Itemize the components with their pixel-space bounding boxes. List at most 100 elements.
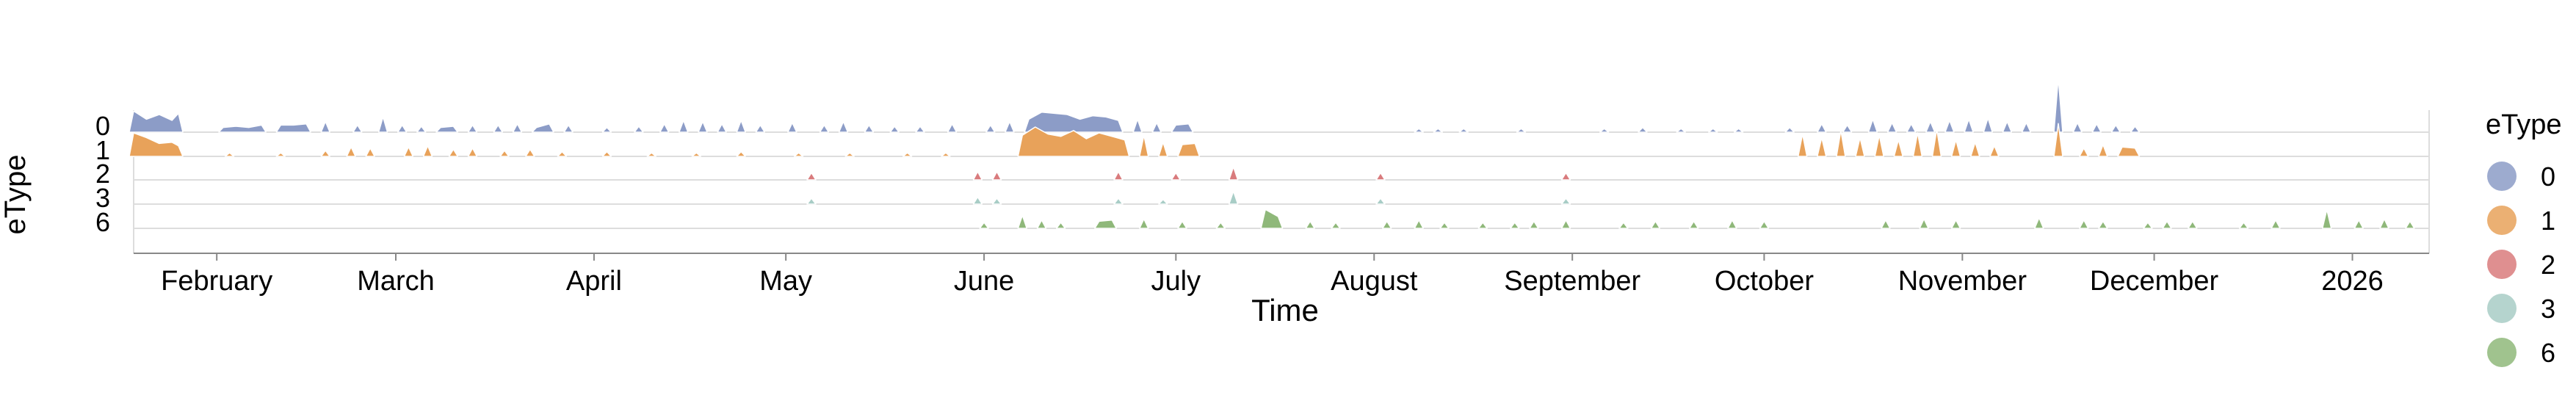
area-6-35 <box>2354 220 2364 229</box>
area-0-39 <box>1599 128 1610 133</box>
area-0-14 <box>601 126 612 133</box>
area-1-12 <box>557 151 568 157</box>
area-6-28 <box>2098 220 2108 229</box>
area-1-2 <box>275 152 286 157</box>
area-6-8 <box>1260 209 1284 229</box>
x-tick-label-november: November <box>1898 266 2027 297</box>
y-tick-label-1: 1 <box>95 135 110 165</box>
area-6-9 <box>1305 220 1315 229</box>
area-0-15 <box>634 126 644 133</box>
area-1-19 <box>902 152 913 157</box>
area-1-32 <box>1931 128 1942 157</box>
grid-layer <box>133 110 2430 253</box>
area-6-23 <box>1881 220 1891 229</box>
area-0-52 <box>1964 118 1974 133</box>
x-tick-label-june: June <box>954 266 1014 297</box>
area-0-19 <box>717 123 727 133</box>
area-0-25 <box>864 124 875 133</box>
legend-swatch-1 <box>2487 206 2517 235</box>
area-1-22 <box>1139 134 1149 157</box>
area-6-25 <box>1950 220 1961 229</box>
area-0-17 <box>679 120 689 133</box>
area-0-21 <box>755 124 766 133</box>
legend-swatch-0 <box>2487 162 2517 191</box>
area-1-8 <box>448 148 459 157</box>
legend-label-2: 2 <box>2541 250 2555 280</box>
area-0-48 <box>1886 122 1897 133</box>
area-0-38 <box>1516 128 1527 133</box>
area-1-17 <box>793 152 804 157</box>
area-6-15 <box>1510 222 1520 229</box>
area-1-31 <box>1912 132 1923 157</box>
area-3-0 <box>806 198 817 205</box>
area-1-13 <box>601 151 612 157</box>
area-3-4 <box>1158 198 1168 205</box>
area-1-15 <box>691 152 702 157</box>
area-1-37 <box>2079 148 2089 157</box>
area-1-7 <box>422 145 433 157</box>
area-0-24 <box>838 120 849 133</box>
area-6-2 <box>1036 220 1047 229</box>
area-0-11 <box>512 123 523 133</box>
area-0-37 <box>1458 128 1469 133</box>
series-1 <box>129 123 2141 157</box>
area-1-38 <box>2098 144 2108 157</box>
area-0-36 <box>1433 128 1444 133</box>
area-1-0 <box>129 132 184 157</box>
area-0-55 <box>2021 122 2032 133</box>
area-1-11 <box>525 148 535 157</box>
area-0-2 <box>275 123 311 133</box>
area-0-46 <box>1842 124 1853 133</box>
area-0-27 <box>915 126 925 133</box>
y-tick-label-2: 2 <box>95 159 110 189</box>
series-3 <box>806 190 1571 205</box>
area-6-16 <box>1529 220 1539 229</box>
area-6-22 <box>1759 220 1770 229</box>
legend-label-1: 1 <box>2541 206 2555 236</box>
area-6-31 <box>2188 220 2198 229</box>
area-1-39 <box>2117 146 2141 157</box>
area-0-13 <box>563 124 574 133</box>
area-1-3 <box>320 150 330 157</box>
area-6-7 <box>1215 222 1226 229</box>
x-tick-label-2026: 2026 <box>2321 266 2384 297</box>
area-0-40 <box>1638 126 1648 133</box>
legend-label-3: 3 <box>2541 294 2555 324</box>
area-0-29 <box>985 124 996 133</box>
area-1-25 <box>1797 133 1808 157</box>
area-2-0 <box>806 172 817 181</box>
area-0-28 <box>947 123 958 133</box>
area-3-1 <box>972 196 983 205</box>
area-1-23 <box>1158 142 1168 157</box>
area-2-4 <box>1171 172 1182 181</box>
area-6-29 <box>2143 222 2153 229</box>
area-0-44 <box>1784 126 1795 133</box>
x-axis: Time February March April May June July August… <box>134 253 2429 327</box>
area-2-3 <box>1113 171 1124 181</box>
area-2-2 <box>991 171 1002 181</box>
area-0-41 <box>1676 128 1686 133</box>
area-6-26 <box>2034 217 2044 229</box>
area-0-30 <box>1005 120 1015 133</box>
area-0-60 <box>2130 126 2141 133</box>
area-1-5 <box>365 148 375 157</box>
x-tick-label-december: December <box>2090 266 2219 297</box>
area-3-3 <box>1113 198 1124 205</box>
area-1-34 <box>1970 142 1980 157</box>
area-6-17 <box>1560 220 1571 229</box>
area-0-50 <box>1925 120 1936 133</box>
area-0-22 <box>787 122 797 133</box>
x-axis-title: Time <box>1251 293 1319 327</box>
area-1-9 <box>467 148 478 157</box>
area-0-58 <box>2091 123 2102 133</box>
series-6 <box>979 209 2415 229</box>
area-1-6 <box>403 146 414 157</box>
area-0-1 <box>218 124 267 133</box>
area-1-20 <box>941 152 951 157</box>
area-0-20 <box>736 120 746 133</box>
area-6-19 <box>1650 220 1661 229</box>
area-1-10 <box>499 150 510 157</box>
area-1-1 <box>224 152 235 157</box>
